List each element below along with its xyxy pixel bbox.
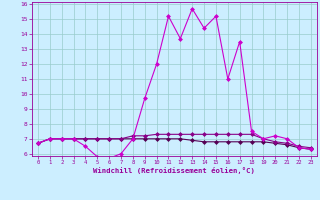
X-axis label: Windchill (Refroidissement éolien,°C): Windchill (Refroidissement éolien,°C) <box>93 167 255 174</box>
